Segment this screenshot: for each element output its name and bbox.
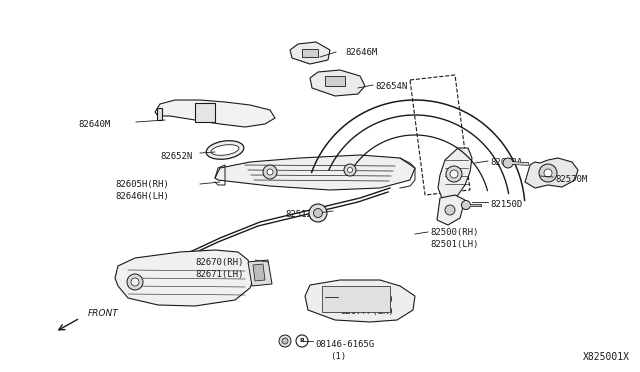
Text: 82570M: 82570M	[555, 175, 588, 184]
Polygon shape	[253, 264, 265, 281]
Text: 82640M: 82640M	[78, 120, 110, 129]
Polygon shape	[525, 158, 578, 188]
Ellipse shape	[206, 141, 244, 159]
FancyBboxPatch shape	[322, 286, 390, 312]
Polygon shape	[195, 103, 215, 122]
Text: 82512G: 82512G	[285, 210, 317, 219]
Circle shape	[539, 164, 557, 182]
FancyBboxPatch shape	[325, 76, 345, 86]
Text: 82652N: 82652N	[160, 152, 192, 161]
Text: 82676P(RH): 82676P(RH)	[340, 295, 394, 304]
Text: 82671(LH): 82671(LH)	[195, 270, 243, 279]
Circle shape	[348, 167, 353, 173]
Text: 82646H(LH): 82646H(LH)	[115, 192, 169, 201]
Circle shape	[314, 208, 323, 218]
FancyBboxPatch shape	[302, 49, 318, 57]
Text: 82677P(LH): 82677P(LH)	[340, 307, 394, 316]
Circle shape	[446, 166, 462, 182]
Text: FRONT: FRONT	[88, 310, 119, 318]
Polygon shape	[215, 155, 415, 190]
Text: X825001X: X825001X	[583, 352, 630, 362]
Text: 82646M: 82646M	[345, 48, 377, 57]
Polygon shape	[438, 148, 472, 200]
Polygon shape	[305, 280, 415, 322]
Polygon shape	[157, 108, 162, 120]
Circle shape	[544, 169, 552, 177]
Text: R: R	[300, 339, 305, 343]
Text: (1): (1)	[330, 352, 346, 361]
Polygon shape	[155, 100, 275, 127]
Circle shape	[309, 204, 327, 222]
Text: 82654N: 82654N	[375, 82, 407, 91]
Text: 82501(LH): 82501(LH)	[430, 240, 478, 249]
Text: 82605H(RH): 82605H(RH)	[115, 180, 169, 189]
Circle shape	[282, 338, 288, 344]
Polygon shape	[437, 195, 465, 225]
Circle shape	[296, 335, 308, 347]
Text: 82150D: 82150D	[490, 200, 522, 209]
Circle shape	[461, 201, 470, 209]
Circle shape	[503, 158, 513, 168]
Circle shape	[445, 205, 455, 215]
Ellipse shape	[211, 145, 239, 155]
Circle shape	[344, 164, 356, 176]
Polygon shape	[115, 250, 255, 306]
Text: 82670(RH): 82670(RH)	[195, 258, 243, 267]
Text: 08146-6165G: 08146-6165G	[315, 340, 374, 349]
Polygon shape	[290, 42, 330, 64]
Circle shape	[263, 165, 277, 179]
Circle shape	[267, 169, 273, 175]
Circle shape	[450, 170, 458, 178]
Text: 82053A: 82053A	[490, 158, 522, 167]
Circle shape	[127, 274, 143, 290]
Polygon shape	[248, 260, 272, 286]
Text: 82500(RH): 82500(RH)	[430, 228, 478, 237]
Polygon shape	[310, 70, 365, 96]
Circle shape	[279, 335, 291, 347]
Circle shape	[131, 278, 139, 286]
